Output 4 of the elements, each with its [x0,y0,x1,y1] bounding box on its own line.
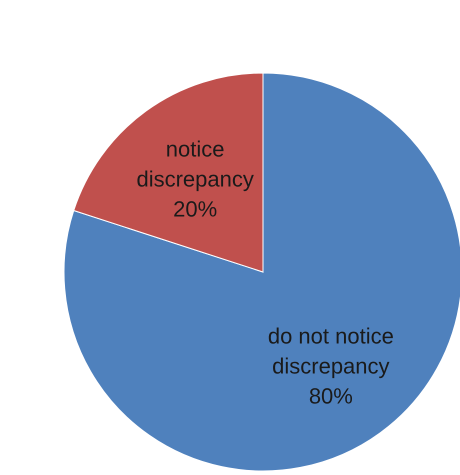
slice-label: notice discrepancy [136,136,254,192]
slice-label: do not notice discrepancy [268,322,394,378]
data-label: 80% [308,382,353,408]
data-label: 20% [173,196,218,222]
